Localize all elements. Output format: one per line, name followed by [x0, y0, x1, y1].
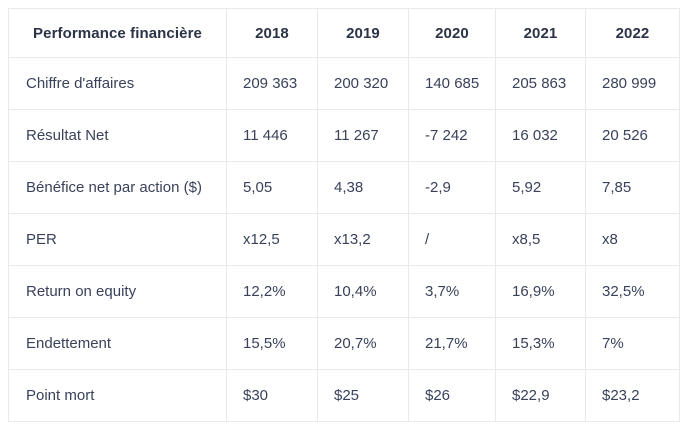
cell-value: 3,7% — [408, 265, 496, 318]
row-label: Résultat Net — [8, 109, 227, 162]
table-row: Point mort $30 $25 $26 $22,9 $23,2 — [8, 369, 680, 422]
cell-value: 280 999 — [585, 57, 680, 110]
cell-value: 4,38 — [317, 161, 409, 214]
financial-performance-table: Performance financière 2018 2019 2020 2021 20… — [8, 8, 680, 422]
year-column-header: 2022 — [585, 8, 680, 58]
cell-value: $23,2 — [585, 369, 680, 422]
table-header-row: Performance financière 2018 2019 2020 2021 20… — [8, 8, 680, 58]
year-column-header: 2020 — [408, 8, 496, 58]
cell-value: 32,5% — [585, 265, 680, 318]
cell-value: 15,5% — [226, 317, 318, 370]
cell-value: 16,9% — [495, 265, 586, 318]
cell-value: 11 267 — [317, 109, 409, 162]
table-body: Chiffre d'affaires 209 363 200 320 140 685 2… — [8, 57, 680, 422]
row-label: Point mort — [8, 369, 227, 422]
table-row: Bénéfice net par action ($) 5,05 4,38 -2,9 5… — [8, 161, 680, 214]
row-label: Bénéfice net par action ($) — [8, 161, 227, 214]
cell-value: 21,7% — [408, 317, 496, 370]
year-column-header: 2019 — [317, 8, 409, 58]
table-row: Return on equity 12,2% 10,4% 3,7% 16,9% 32,5% — [8, 265, 680, 318]
cell-value: x8 — [585, 213, 680, 266]
cell-value: 200 320 — [317, 57, 409, 110]
cell-value: / — [408, 213, 496, 266]
cell-value: 205 863 — [495, 57, 586, 110]
cell-value: x13,2 — [317, 213, 409, 266]
cell-value: 12,2% — [226, 265, 318, 318]
row-label: Chiffre d'affaires — [8, 57, 227, 110]
row-label: Return on equity — [8, 265, 227, 318]
row-label: Endettement — [8, 317, 227, 370]
cell-value: 140 685 — [408, 57, 496, 110]
cell-value: $25 — [317, 369, 409, 422]
cell-value: 15,3% — [495, 317, 586, 370]
cell-value: 20,7% — [317, 317, 409, 370]
cell-value: -2,9 — [408, 161, 496, 214]
table-row: Chiffre d'affaires 209 363 200 320 140 685 2… — [8, 57, 680, 110]
table-row: Résultat Net 11 446 11 267 -7 242 16 032 20 5… — [8, 109, 680, 162]
table-row: PER x12,5 x13,2/x8,5 x8 — [8, 213, 680, 266]
cell-value: 209 363 — [226, 57, 318, 110]
cell-value: x12,5 — [226, 213, 318, 266]
row-label: PER — [8, 213, 227, 266]
cell-value: $26 — [408, 369, 496, 422]
cell-value: 5,92 — [495, 161, 586, 214]
cell-value: 7% — [585, 317, 680, 370]
cell-value: $30 — [226, 369, 318, 422]
cell-value: 10,4% — [317, 265, 409, 318]
cell-value: $22,9 — [495, 369, 586, 422]
cell-value: 5,05 — [226, 161, 318, 214]
year-column-header: 2018 — [226, 8, 318, 58]
table-title-header: Performance financière — [8, 8, 227, 58]
cell-value: x8,5 — [495, 213, 586, 266]
cell-value: 20 526 — [585, 109, 680, 162]
cell-value: -7 242 — [408, 109, 496, 162]
cell-value: 11 446 — [226, 109, 318, 162]
table-row: Endettement 15,5% 20,7% 21,7% 15,3% 7% — [8, 317, 680, 370]
year-column-header: 2021 — [495, 8, 586, 58]
cell-value: 16 032 — [495, 109, 586, 162]
cell-value: 7,85 — [585, 161, 680, 214]
